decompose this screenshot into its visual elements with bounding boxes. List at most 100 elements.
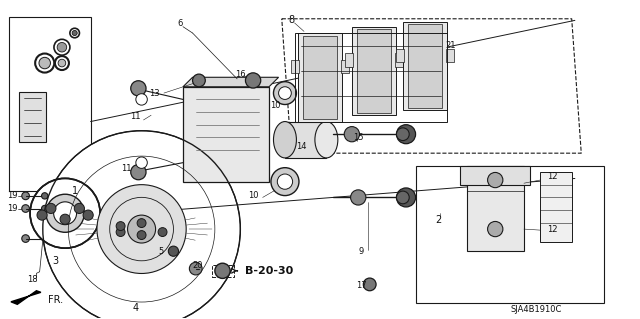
Text: SJA4B1910C: SJA4B1910C [511,305,563,314]
Ellipse shape [136,157,147,168]
Ellipse shape [137,231,146,240]
Text: 5: 5 [159,247,164,256]
Ellipse shape [396,191,409,204]
Ellipse shape [158,228,167,236]
Ellipse shape [97,185,186,273]
Bar [415,166,604,303]
Ellipse shape [58,59,66,67]
Bar [212,265,234,277]
Ellipse shape [351,190,366,205]
Ellipse shape [42,205,48,212]
Text: B-20-30: B-20-30 [245,266,293,276]
Ellipse shape [42,193,48,199]
Ellipse shape [127,215,156,243]
Text: 12: 12 [547,172,558,182]
Bar [346,53,353,67]
Ellipse shape [273,82,296,105]
Text: 19: 19 [7,191,17,200]
Text: 4: 4 [132,303,138,313]
Text: 16: 16 [235,70,246,78]
Ellipse shape [22,235,29,242]
Bar [396,48,404,62]
Text: FR.: FR. [48,295,63,305]
Ellipse shape [131,165,146,180]
Ellipse shape [271,168,299,196]
Bar [294,33,447,122]
Ellipse shape [116,222,125,231]
Ellipse shape [278,87,291,100]
Ellipse shape [72,31,77,35]
Ellipse shape [43,131,241,319]
Text: 20: 20 [193,261,203,270]
Bar [403,22,447,110]
Text: 13: 13 [149,89,159,98]
Ellipse shape [83,210,93,220]
Ellipse shape [39,57,51,69]
Bar [467,166,524,251]
Ellipse shape [315,122,338,158]
Text: 17: 17 [356,281,367,291]
Bar [285,122,326,158]
Text: 8: 8 [288,15,294,26]
Text: 18: 18 [27,275,37,284]
Ellipse shape [46,203,56,213]
Bar [298,33,342,122]
Ellipse shape [30,178,100,248]
Ellipse shape [277,174,292,189]
Bar [341,60,349,73]
Ellipse shape [116,228,125,236]
Text: 10: 10 [248,191,259,200]
Ellipse shape [54,202,77,225]
Bar [291,60,299,73]
Ellipse shape [246,73,260,88]
Polygon shape [11,291,41,304]
Ellipse shape [22,205,29,212]
Ellipse shape [37,210,47,220]
Text: 11: 11 [122,165,132,174]
Ellipse shape [189,262,202,275]
Bar [446,48,454,62]
Ellipse shape [60,214,70,224]
Ellipse shape [74,203,84,213]
Bar [19,92,46,142]
Ellipse shape [193,74,205,87]
Text: 9: 9 [359,247,364,256]
Text: 1: 1 [72,186,77,196]
Ellipse shape [57,42,67,52]
Bar [540,172,572,242]
Text: 21: 21 [445,41,456,50]
Text: 6: 6 [178,19,183,28]
Text: 10: 10 [270,101,281,110]
Ellipse shape [488,173,503,188]
Bar [352,27,396,115]
Ellipse shape [344,127,360,142]
Text: 14: 14 [296,142,306,151]
Ellipse shape [396,125,415,144]
Bar [408,25,442,108]
Text: 3: 3 [52,256,59,266]
Ellipse shape [396,188,415,207]
Bar [460,166,531,185]
Ellipse shape [168,246,179,256]
Ellipse shape [273,122,296,158]
Polygon shape [183,77,278,87]
Text: 12: 12 [547,225,558,234]
Ellipse shape [215,263,230,278]
Bar [357,29,392,113]
Bar [395,53,403,67]
Ellipse shape [46,194,84,232]
Bar [303,35,337,119]
Ellipse shape [364,278,376,291]
Text: 15: 15 [353,133,364,142]
Ellipse shape [396,128,409,141]
Ellipse shape [131,81,146,96]
Ellipse shape [22,192,29,200]
Ellipse shape [488,221,503,237]
Ellipse shape [137,219,146,227]
Text: 19: 19 [7,204,17,213]
Text: 2: 2 [435,215,441,225]
Bar [9,17,91,191]
Polygon shape [183,87,269,182]
Text: 11: 11 [130,112,140,121]
Ellipse shape [136,94,147,105]
